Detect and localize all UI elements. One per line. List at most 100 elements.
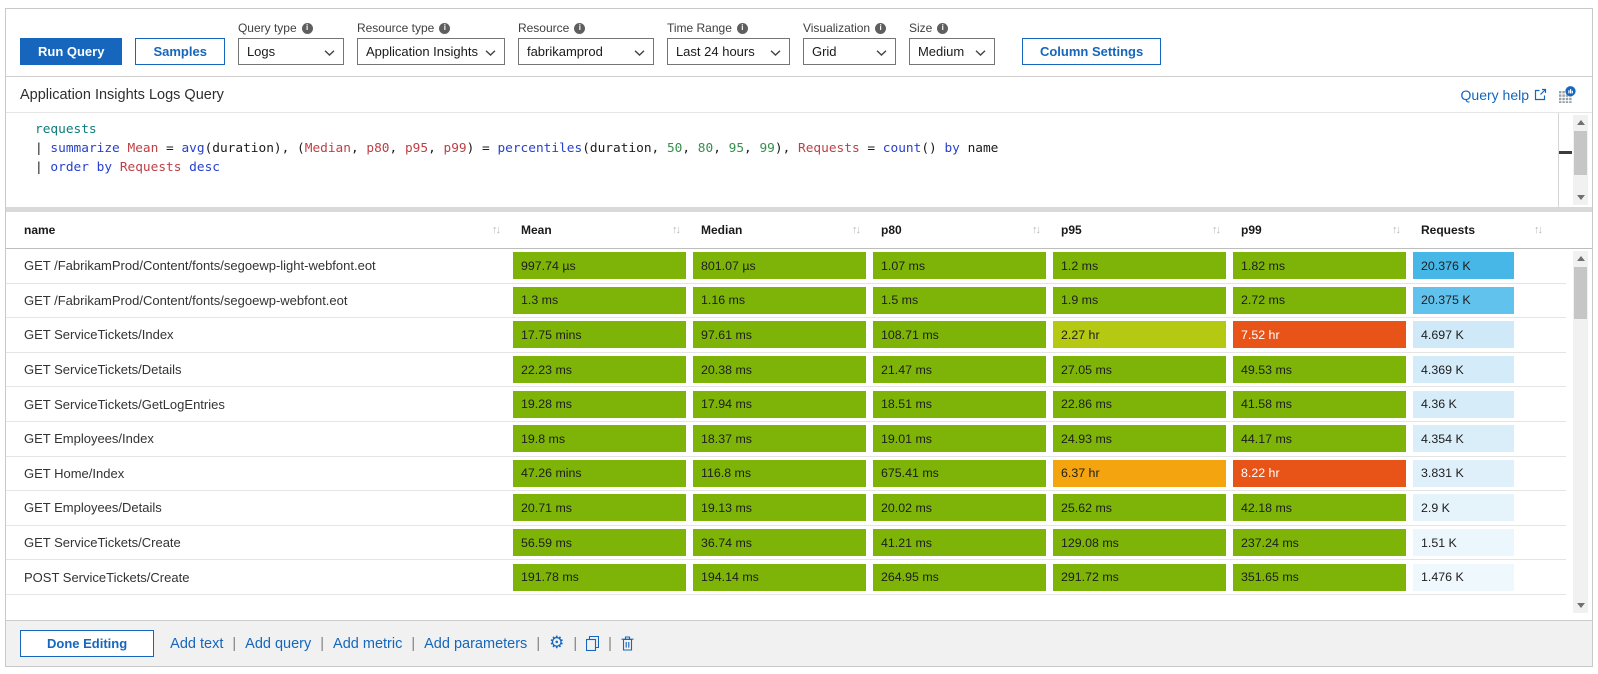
column-header-label: p95 [1061, 223, 1082, 237]
dropdown-visualization: Visualization i Grid [802, 22, 896, 65]
cell-name: GET ServiceTickets/Details [24, 362, 182, 378]
trash-icon[interactable] [621, 636, 634, 651]
cell-mean: 997.74 µs [513, 252, 686, 280]
cell-p80: 108.71 ms [873, 321, 1046, 349]
cell-p99: 2.72 ms [1233, 286, 1406, 314]
cell-requests: 4.369 K [1413, 356, 1514, 384]
add-metric-link[interactable]: Add metric [333, 635, 403, 652]
chevron-down-icon [324, 44, 335, 59]
results-grid: name ↑↓ Mean ↑↓ Median ↑↓ p80 ↑↓ p95 ↑↓ p99 ↑↓ Reque… [6, 212, 1592, 620]
cell-requests: 1.476 K [1413, 563, 1514, 591]
dropdown-label: Size i [909, 22, 995, 34]
cell-name: GET ServiceTickets/Index [24, 327, 174, 343]
column-header-p80[interactable]: p80 ↑↓ [873, 212, 1053, 248]
done-editing-button[interactable]: Done Editing [20, 630, 155, 657]
info-icon[interactable]: i [875, 22, 887, 34]
cell-name: GET /FabrikamProd/Content/fonts/segoewp-… [24, 292, 348, 308]
cell-mean: 22.23 ms [513, 356, 686, 384]
sort-arrows-icon: ↑↓ [1212, 224, 1221, 236]
dropdown-label: Query type i [238, 22, 344, 34]
editor-scrollbar-thumb[interactable] [1574, 131, 1587, 175]
add-parameters-link[interactable]: Add parameters [424, 635, 528, 652]
dropdown-label: Visualization i [803, 22, 896, 34]
dropdown-time-range: Time Range i Last 24 hours [666, 21, 790, 65]
dropdown-label-text: Query type [237, 21, 297, 35]
cell-name: GET ServiceTickets/Create [24, 535, 181, 551]
resource-type-select[interactable]: Application Insights [356, 38, 505, 65]
cell-requests: 20.376 K [1413, 252, 1514, 280]
cell-p99: 41.58 ms [1233, 390, 1406, 418]
column-header-label: p99 [1241, 223, 1262, 237]
time-range-select[interactable]: Last 24 hours [666, 38, 790, 65]
separator: | [320, 635, 325, 652]
scroll-up-icon[interactable] [1573, 251, 1588, 266]
separator: | [573, 635, 578, 652]
cell-p80: 20.02 ms [873, 494, 1046, 522]
query-help-link[interactable]: Query help [1461, 87, 1547, 103]
cell-p99: 49.53 ms [1233, 356, 1406, 384]
column-header-p99[interactable]: p99 ↑↓ [1233, 212, 1413, 248]
logs-query-tile: Run Query Samples Query type i Logs Resourc… [5, 8, 1593, 667]
cell-median: 194.14 ms [693, 563, 866, 591]
scroll-down-icon[interactable] [1573, 190, 1588, 205]
chevron-down-icon [975, 44, 986, 59]
cell-p80: 21.47 ms [873, 356, 1046, 384]
grid-scrollbar[interactable] [1573, 251, 1588, 613]
run-query-button[interactable]: Run Query [20, 38, 123, 65]
info-icon[interactable]: i [301, 22, 313, 34]
info-icon[interactable]: i [937, 22, 949, 34]
chevron-down-icon [770, 44, 781, 59]
cell-p95: 27.05 ms [1053, 356, 1226, 384]
copy-icon[interactable] [586, 636, 600, 651]
selected-value: fabrikamprod [526, 44, 603, 59]
selected-value: Logs [246, 44, 276, 59]
cell-mean: 19.8 ms [513, 425, 686, 453]
query-editor[interactable]: requests | summarize Mean = avg(duration)… [6, 112, 1592, 207]
open-in-analytics-icon[interactable] [1558, 85, 1576, 104]
dropdown-label-text: Time Range [666, 21, 732, 35]
table-row: GET ServiceTickets/Index 17.75 mins 97.61 … [6, 318, 1566, 353]
info-icon[interactable]: i [736, 22, 748, 34]
column-settings-button[interactable]: Column Settings [1021, 38, 1162, 65]
info-icon[interactable]: i [439, 22, 451, 34]
add-query-link[interactable]: Add query [245, 635, 312, 652]
grid-scrollbar-thumb[interactable] [1574, 267, 1587, 319]
cell-median: 17.94 ms [693, 390, 866, 418]
add-text-link[interactable]: Add text [170, 635, 224, 652]
cell-p99: 44.17 ms [1233, 425, 1406, 453]
selected-value: Medium [917, 44, 965, 59]
cell-median: 801.07 µs [693, 252, 866, 280]
size-select[interactable]: Medium [908, 38, 995, 65]
cell-p80: 1.5 ms [873, 286, 1046, 314]
column-header-label: name [24, 223, 56, 237]
cell-p95: 25.62 ms [1053, 494, 1226, 522]
editor-results-splitter[interactable] [6, 207, 1592, 212]
column-header-median[interactable]: Median ↑↓ [693, 212, 873, 248]
resource-select[interactable]: fabrikamprod [517, 38, 654, 65]
cell-requests: 3.831 K [1413, 459, 1514, 487]
cell-p80: 19.01 ms [873, 425, 1046, 453]
gear-icon[interactable]: ⚙ [549, 633, 565, 653]
table-row: GET Employees/Index 19.8 ms 18.37 ms 19.01 … [6, 422, 1566, 457]
column-header-requests[interactable]: Requests ↑↓ [1413, 212, 1545, 248]
query-type-select[interactable]: Logs [237, 38, 344, 65]
dropdown-label: Resource i [518, 22, 654, 34]
separator: | [411, 635, 416, 652]
dropdown-label: Resource type i [357, 22, 505, 34]
cell-p95: 2.27 hr [1053, 321, 1226, 349]
chevron-down-icon [485, 44, 496, 59]
column-header-name[interactable]: name ↑↓ [6, 212, 513, 248]
toolbar-dropdowns: Query type i Logs Resource type i Application… [237, 21, 995, 65]
column-header-p95[interactable]: p95 ↑↓ [1053, 212, 1233, 248]
visualization-select[interactable]: Grid [802, 38, 896, 65]
edit-footer: Done Editing Add text | Add query | Add metr… [6, 620, 1592, 666]
samples-button[interactable]: Samples [135, 38, 225, 65]
dropdown-resource-type: Resource type i Application Insights [356, 22, 505, 65]
table-row: POST ServiceTickets/Create 191.78 ms 194.1… [6, 560, 1566, 595]
cell-p99: 237.24 ms [1233, 529, 1406, 557]
column-header-mean[interactable]: Mean ↑↓ [513, 212, 693, 248]
info-icon[interactable]: i [574, 22, 586, 34]
editor-scrollbar[interactable] [1573, 115, 1588, 205]
scroll-up-icon[interactable] [1573, 115, 1588, 130]
scroll-down-icon[interactable] [1573, 598, 1588, 613]
